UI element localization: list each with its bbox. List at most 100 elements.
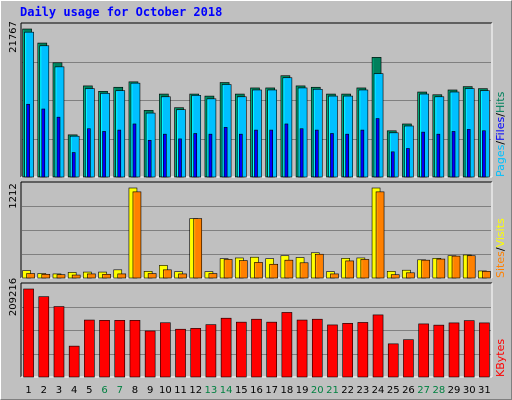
legend-hits: Hits xyxy=(494,91,507,113)
kbytes-bar xyxy=(342,323,353,378)
sites-bar xyxy=(132,191,142,279)
sites-bar xyxy=(436,258,446,279)
kbytes-bar xyxy=(266,321,277,378)
x-tick-label: 25 xyxy=(387,385,400,396)
x-tick-label: 28 xyxy=(432,385,445,396)
sites-bar xyxy=(26,273,35,279)
kbytes-bar xyxy=(479,322,490,378)
panel-0-legend: Pages/Files/Hits xyxy=(494,91,507,177)
legend-sites: Sites xyxy=(494,251,507,278)
x-tick-label: 23 xyxy=(356,385,369,396)
sites-bar xyxy=(375,191,385,279)
sites-bar xyxy=(314,253,324,279)
x-tick-label: 17 xyxy=(265,385,278,396)
sites-bar xyxy=(269,263,278,279)
x-tick-label: 20 xyxy=(311,385,324,396)
kbytes-bar xyxy=(281,312,293,378)
sites-bar xyxy=(330,273,339,279)
sites-bar xyxy=(223,259,233,279)
sites-bar xyxy=(360,259,370,279)
x-tick-label: 31 xyxy=(478,385,491,396)
sites-bar xyxy=(56,274,66,279)
x-tick-label: 7 xyxy=(117,385,123,396)
kbytes-bar xyxy=(327,324,338,378)
kbytes-bar xyxy=(433,324,445,378)
x-tick-label: 26 xyxy=(402,385,415,396)
panel-1-legend: Sites/Visits xyxy=(494,218,507,278)
sites-bar xyxy=(102,273,111,279)
sites-bar xyxy=(466,255,476,279)
kbytes-bar xyxy=(114,320,126,378)
kbytes-bar xyxy=(99,320,110,378)
x-tick-label: 5 xyxy=(86,385,92,396)
kbytes-bar xyxy=(129,320,141,378)
kbytes-bar xyxy=(372,314,384,378)
sites-bar xyxy=(208,273,218,279)
x-tick-label: 8 xyxy=(132,385,138,396)
sites-bar xyxy=(284,259,294,279)
x-tick-label: 16 xyxy=(250,385,263,396)
sites-bar xyxy=(193,218,203,279)
kbytes-bar xyxy=(296,319,308,378)
x-tick-label: 9 xyxy=(147,385,153,396)
sites-bar xyxy=(299,262,309,279)
kbytes-bar xyxy=(387,343,399,378)
legend-separator: / xyxy=(494,113,507,117)
kbytes-bar xyxy=(23,288,34,378)
kbytes-bar xyxy=(418,323,429,378)
kbytes-bar xyxy=(144,330,156,378)
kbytes-bar xyxy=(236,321,247,378)
sites-bar xyxy=(163,269,172,279)
kbytes-bar xyxy=(403,339,414,378)
sites-bar xyxy=(406,272,415,279)
kbytes-bar xyxy=(463,320,475,378)
sites-bar xyxy=(345,260,354,279)
x-tick-label: 13 xyxy=(205,385,218,396)
sites-bar xyxy=(482,271,491,279)
kbytes-bar xyxy=(38,296,50,378)
panel-0-axis-max-label: 21767 xyxy=(8,21,19,53)
x-tick-label: 1 xyxy=(25,385,31,396)
x-tick-label: 6 xyxy=(101,385,107,396)
legend-visits: Visits xyxy=(494,218,507,247)
legend-pages: Pages xyxy=(494,144,507,177)
sites-bar xyxy=(117,273,127,279)
sites-bar xyxy=(87,273,96,279)
sites-bar xyxy=(178,273,187,279)
sites-bar xyxy=(71,274,81,279)
chart-title: Daily usage for October 2018 xyxy=(20,5,222,19)
sites-bar xyxy=(41,273,51,279)
kbytes-bar xyxy=(251,318,262,378)
legend-separator: / xyxy=(494,247,507,251)
sites-bar xyxy=(147,273,157,279)
x-tick-label: 29 xyxy=(448,385,461,396)
x-tick-label: 21 xyxy=(326,385,339,396)
kbytes-bar xyxy=(448,322,460,378)
kbytes-bar xyxy=(311,318,323,378)
x-tick-label: 12 xyxy=(189,385,202,396)
legend-separator: / xyxy=(494,141,507,145)
panel-2-axis-max-label: 209216 xyxy=(8,278,19,316)
sites-bar xyxy=(421,259,430,279)
kbytes-bar xyxy=(357,322,369,378)
x-tick-label: 4 xyxy=(71,385,77,396)
x-tick-label: 11 xyxy=(174,385,187,396)
kbytes-bar xyxy=(190,328,202,378)
x-tick-label: 3 xyxy=(56,385,62,396)
kbytes-bar xyxy=(68,345,80,378)
kbytes-bar xyxy=(175,328,186,378)
kbytes-bar xyxy=(220,317,232,378)
kbytes-bar xyxy=(84,319,95,378)
kbytes-bar xyxy=(160,322,171,378)
x-tick-label: 18 xyxy=(281,385,294,396)
x-tick-label: 19 xyxy=(296,385,309,396)
kbytes-bar xyxy=(205,324,217,378)
x-tick-label: 22 xyxy=(341,385,354,396)
legend-kbytes: KBytes xyxy=(494,339,507,377)
sites-bar xyxy=(451,255,461,279)
sites-bar xyxy=(239,260,248,279)
x-tick-label: 30 xyxy=(463,385,476,396)
x-tick-label: 15 xyxy=(235,385,248,396)
